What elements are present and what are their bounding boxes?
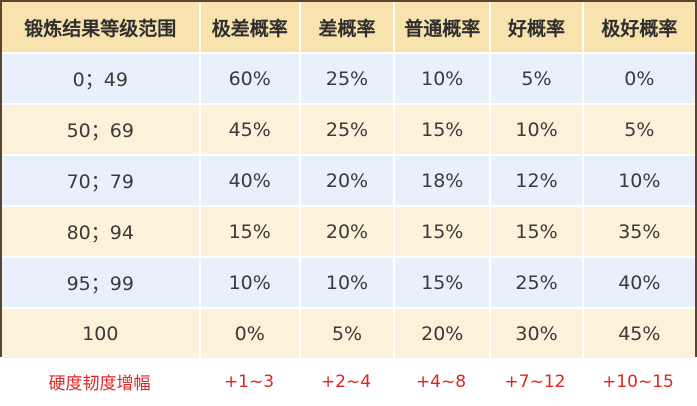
cell-very-good: 10% [582, 155, 695, 207]
cell-very-bad: 0% [199, 308, 301, 358]
header-bad-prob: 差概率 [299, 2, 396, 54]
header-very-good-prob: 极好概率 [582, 2, 695, 54]
table-row: 80；94 15% 20% 15% 15% 35% [2, 206, 695, 258]
cell-very-bad: 45% [199, 104, 301, 156]
cell-normal: 15% [394, 104, 492, 156]
table-row: 95；99 10% 10% 15% 25% 40% [2, 257, 695, 309]
header-normal-prob: 普通概率 [394, 2, 492, 54]
hardness-increase-row: 硬度韧度增幅 +1~3 +2~4 +4~8 +7~12 +10~15 [0, 357, 697, 406]
hardness-increase-label: 硬度韧度增幅 [48, 374, 151, 394]
cell-bad: 25% [299, 53, 396, 105]
cell-good: 5% [490, 53, 584, 105]
increase-bad: +2~4 [320, 371, 372, 392]
increase-normal: +4~8 [415, 371, 467, 392]
cell-bad: 20% [299, 206, 396, 258]
probability-table: 锻炼结果等级范围 极差概率 差概率 普通概率 好概率 极好概率 0；49 60%… [2, 2, 695, 358]
cell-normal: 18% [394, 155, 492, 207]
increase-good: +7~12 [504, 371, 566, 392]
increase-very-good: +10~15 [602, 371, 674, 392]
header-very-bad-prob: 极差概率 [199, 2, 301, 54]
table-header-row: 锻炼结果等级范围 极差概率 差概率 普通概率 好概率 极好概率 [2, 2, 695, 54]
table-row: 0；49 60% 25% 10% 5% 0% [2, 53, 695, 105]
table-row: 70；79 40% 20% 18% 12% 10% [2, 155, 695, 207]
cell-range: 95；99 [2, 257, 201, 309]
cell-very-good: 45% [582, 308, 695, 358]
cell-normal: 10% [394, 53, 492, 105]
cell-good: 10% [490, 104, 584, 156]
cell-very-bad: 15% [199, 206, 301, 258]
header-good-prob: 好概率 [490, 2, 584, 54]
cell-bad: 25% [299, 104, 396, 156]
cell-very-good: 5% [582, 104, 695, 156]
table-row: 100 0% 5% 20% 30% 45% [2, 308, 695, 358]
cell-bad: 10% [299, 257, 396, 309]
cell-normal: 15% [394, 257, 492, 309]
cell-very-good: 0% [582, 53, 695, 105]
cell-normal: 20% [394, 308, 492, 358]
cell-range: 50；69 [2, 104, 201, 156]
cell-normal: 15% [394, 206, 492, 258]
cell-very-bad: 10% [199, 257, 301, 309]
cell-range: 70；79 [2, 155, 201, 207]
cell-very-bad: 40% [199, 155, 301, 207]
cell-good: 15% [490, 206, 584, 258]
cell-bad: 5% [299, 308, 396, 358]
cell-very-good: 35% [582, 206, 695, 258]
cell-range: 100 [2, 308, 201, 358]
cell-good: 12% [490, 155, 584, 207]
table-row: 50；69 45% 25% 15% 10% 5% [2, 104, 695, 156]
cell-range: 80；94 [2, 206, 201, 258]
increase-very-bad: +1~3 [223, 371, 275, 392]
cell-bad: 20% [299, 155, 396, 207]
cell-very-good: 40% [582, 257, 695, 309]
cell-range: 0；49 [2, 53, 201, 105]
probability-table-frame: 锻炼结果等级范围 极差概率 差概率 普通概率 好概率 极好概率 0；49 60%… [0, 0, 697, 358]
cell-good: 25% [490, 257, 584, 309]
cell-very-bad: 60% [199, 53, 301, 105]
cell-good: 30% [490, 308, 584, 358]
header-range: 锻炼结果等级范围 [2, 2, 201, 54]
